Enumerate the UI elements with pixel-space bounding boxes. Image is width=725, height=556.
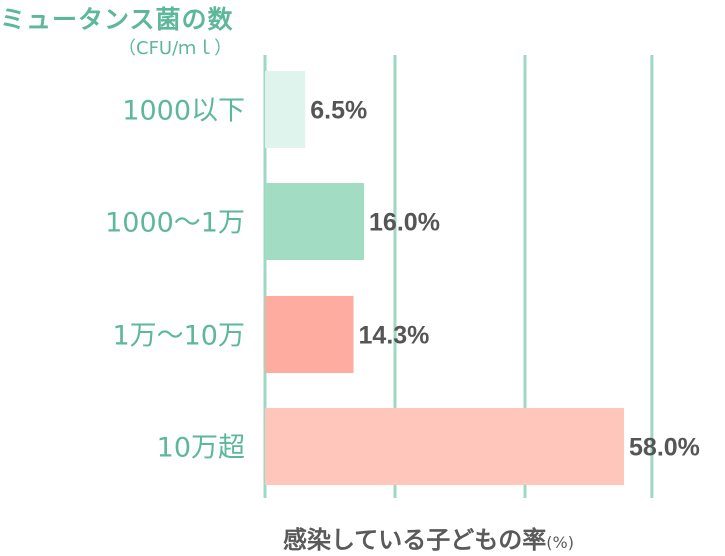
category-label-0: 1000以下 (122, 96, 245, 127)
chart-unit: （CFU/ｍｌ） (118, 38, 233, 59)
category-label-1: 1000〜1万 (105, 208, 245, 239)
value-label-1: 16.0% (369, 209, 440, 237)
bar-0 (265, 71, 306, 148)
value-label-3: 58.0% (629, 434, 700, 462)
chart-title: ミュータンス菌の数 (0, 5, 234, 34)
value-label-2: 14.3% (359, 322, 430, 350)
x-axis-label-text: 感染している子どもの率 (283, 526, 547, 554)
category-label-2: 1万〜10万 (112, 321, 245, 352)
bar-1 (265, 183, 365, 260)
value-label-0: 6.5% (310, 97, 367, 125)
x-axis-label: 感染している子どもの率(%) (283, 520, 574, 555)
bar-2 (265, 296, 354, 373)
category-label-3: 10万超 (157, 433, 245, 464)
bar-3 (265, 408, 625, 485)
x-axis-unit: (%) (546, 533, 574, 552)
